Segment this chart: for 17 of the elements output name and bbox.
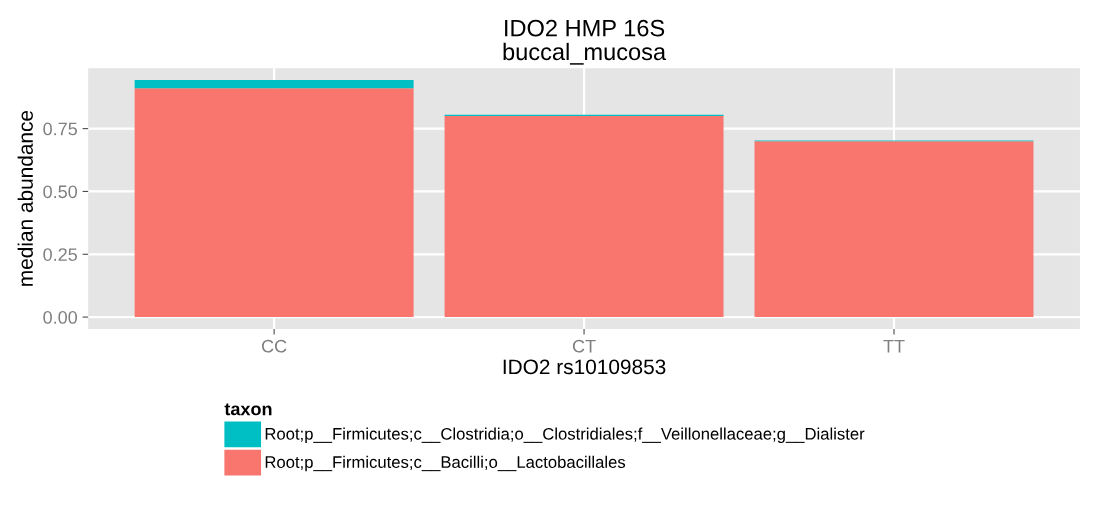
bar (754, 141, 1034, 318)
x-tick-label: CT (572, 339, 596, 353)
bar (134, 88, 414, 318)
bar (444, 116, 724, 318)
x-axis-title: IDO2 rs10109853 (503, 359, 666, 375)
y-tick-label: 0.25 (43, 248, 77, 261)
y-tick-label: 0.00 (43, 311, 78, 324)
bar (134, 80, 414, 89)
x-tick-label: CC (262, 339, 287, 353)
y-tick-label: 0.75 (43, 122, 77, 136)
chart-title: IDO2 HMP 16S buccal_mucosa (503, 19, 667, 65)
legend-label: Root;p__Firmicutes;c__Bacilli;o__Lactobacillales (265, 455, 626, 472)
y-tick-label: 0.50 (43, 185, 78, 199)
legend-label: Root;p__Firmicutes;c__Clostridia;o__Clostridiales;f__Veillonellaceae;g__Dialister (265, 427, 865, 444)
y-axis-title: median abundance (17, 110, 33, 286)
legend-title: taxon (224, 403, 272, 416)
x-tick-label: TT (883, 339, 905, 353)
